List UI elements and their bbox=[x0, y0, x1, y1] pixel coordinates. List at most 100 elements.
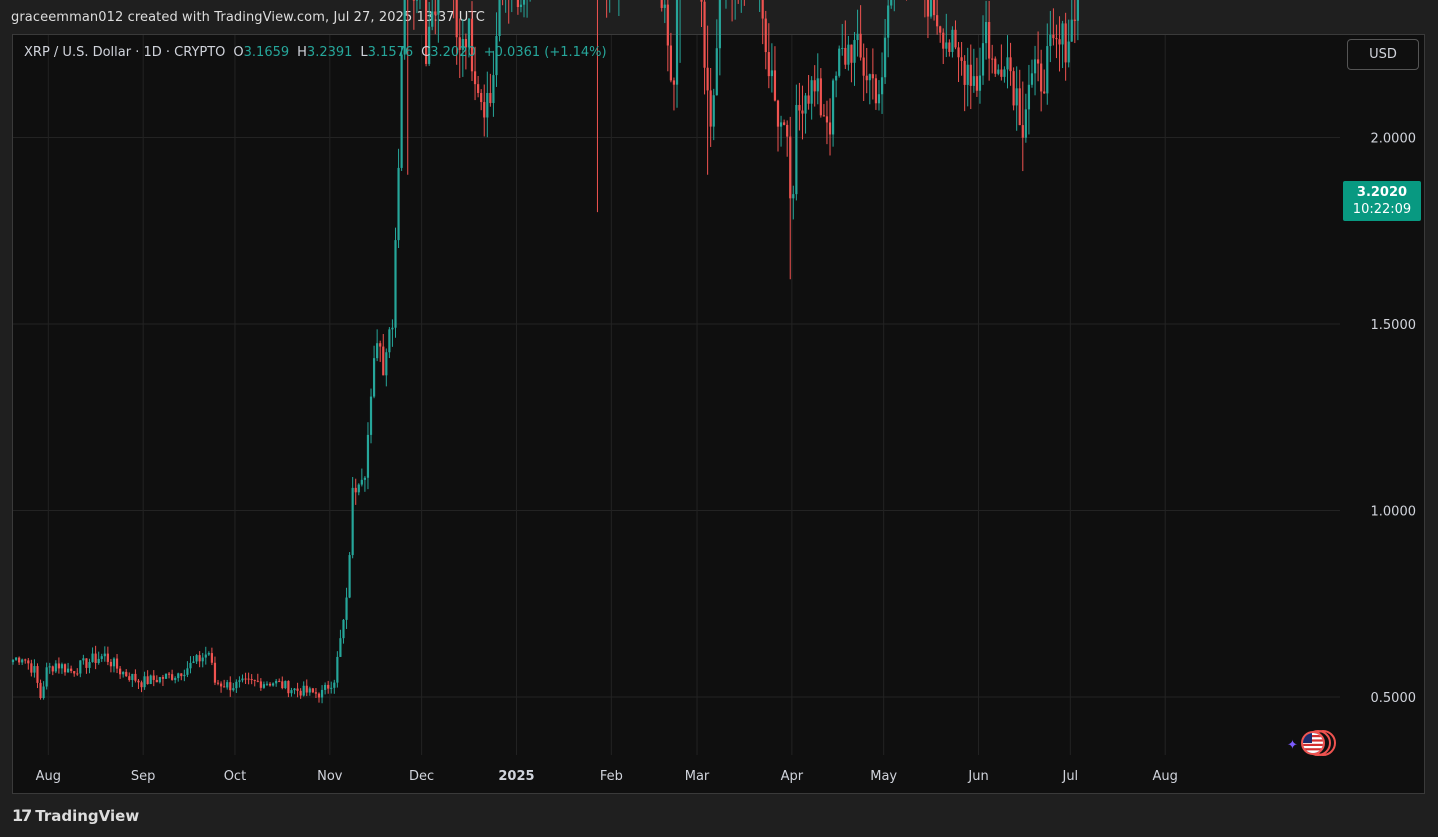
candle bbox=[189, 656, 192, 674]
candle bbox=[372, 345, 376, 399]
svg-text:✦: ✦ bbox=[1287, 738, 1298, 753]
candle bbox=[223, 679, 226, 688]
events-flag-icon[interactable]: ✦ bbox=[1286, 729, 1338, 757]
candle bbox=[57, 657, 60, 674]
time-axis: Aug Sep Oct Nov Dec 2025 Feb Mar Apr May Jun Jul Aug bbox=[36, 769, 1178, 784]
candle-body bbox=[822, 115, 825, 117]
candle bbox=[94, 645, 97, 670]
candle bbox=[464, 33, 467, 70]
candle-body bbox=[213, 662, 217, 683]
candle-body bbox=[18, 657, 21, 663]
candle-body bbox=[219, 683, 223, 687]
candle bbox=[275, 678, 278, 687]
candle-body bbox=[871, 74, 874, 79]
candle bbox=[216, 679, 220, 686]
candle-body bbox=[226, 682, 229, 688]
currency-button[interactable]: USD bbox=[1347, 39, 1419, 70]
candle-body bbox=[223, 686, 226, 688]
candle-body bbox=[786, 124, 789, 137]
candle bbox=[850, 44, 853, 83]
candle-body bbox=[256, 680, 259, 682]
candle-body bbox=[1070, 19, 1073, 42]
candle bbox=[259, 678, 262, 691]
candle bbox=[743, 0, 745, 6]
candle bbox=[1006, 35, 1009, 89]
candle bbox=[125, 669, 128, 677]
candle bbox=[932, 0, 936, 21]
chart-pane[interactable] bbox=[12, 34, 1425, 794]
candle bbox=[235, 679, 238, 693]
candle bbox=[106, 646, 109, 666]
candle bbox=[880, 52, 884, 114]
candle bbox=[679, 0, 681, 63]
candle-body bbox=[1015, 88, 1018, 106]
candle-body bbox=[461, 39, 464, 50]
candle-body bbox=[984, 22, 988, 44]
x-tick-label: Sep bbox=[131, 769, 156, 784]
candle bbox=[357, 483, 360, 496]
candle bbox=[672, 77, 676, 111]
candle-body bbox=[97, 658, 100, 663]
candle-body bbox=[865, 75, 868, 81]
candle-body bbox=[988, 22, 991, 59]
candle-body bbox=[835, 75, 838, 81]
candle bbox=[975, 57, 978, 97]
candle bbox=[247, 672, 250, 685]
candle bbox=[360, 468, 363, 487]
candle-body bbox=[850, 44, 853, 63]
candle bbox=[957, 41, 960, 83]
candle bbox=[397, 148, 400, 249]
candle bbox=[419, 0, 421, 10]
candle-body bbox=[30, 663, 33, 673]
candle bbox=[39, 679, 42, 700]
candle bbox=[11, 659, 15, 665]
candle-body bbox=[171, 674, 174, 680]
candle-body bbox=[498, 0, 501, 37]
candle bbox=[1000, 44, 1003, 81]
candle bbox=[1040, 49, 1043, 112]
candle-body bbox=[932, 0, 936, 16]
candle bbox=[201, 652, 204, 668]
x-tick-label: Jul bbox=[1061, 769, 1078, 784]
candle bbox=[951, 26, 954, 58]
y-tick-label: 0.5000 bbox=[1371, 691, 1417, 706]
candle bbox=[36, 663, 39, 689]
candle bbox=[155, 675, 158, 683]
candle-body bbox=[884, 37, 887, 78]
candle bbox=[1055, 24, 1058, 59]
candle-body bbox=[887, 5, 890, 38]
last-price-value: 3.2020 bbox=[1356, 185, 1408, 200]
candle-body bbox=[841, 47, 844, 49]
candle bbox=[841, 23, 844, 56]
candle bbox=[293, 688, 296, 695]
candle-body bbox=[192, 661, 195, 663]
candle-body bbox=[296, 688, 299, 691]
candle-body bbox=[991, 58, 994, 60]
candle-body bbox=[994, 58, 997, 74]
candle-body bbox=[877, 94, 881, 104]
candle-body bbox=[272, 683, 275, 686]
tradingview-logo[interactable]: 17 TradingView bbox=[12, 806, 139, 825]
candle-body bbox=[324, 684, 327, 690]
candle-body bbox=[180, 673, 183, 677]
candle bbox=[945, 13, 948, 58]
candle-body bbox=[366, 434, 370, 478]
candle bbox=[428, 1, 431, 66]
candle bbox=[526, 0, 528, 18]
candle bbox=[336, 651, 339, 688]
candle bbox=[828, 98, 832, 156]
candle bbox=[103, 646, 106, 662]
candle bbox=[822, 104, 825, 117]
change-value: +0.0361 (+1.14%) bbox=[483, 45, 607, 60]
candle bbox=[296, 682, 299, 698]
candle-body bbox=[293, 688, 296, 691]
candle bbox=[783, 119, 786, 126]
candle bbox=[868, 73, 871, 105]
candle bbox=[1067, 19, 1070, 68]
candle bbox=[88, 658, 91, 674]
candle bbox=[988, 0, 991, 81]
candle bbox=[1018, 69, 1021, 126]
y-tick-label: 1.5000 bbox=[1371, 318, 1417, 333]
candle bbox=[14, 656, 18, 661]
